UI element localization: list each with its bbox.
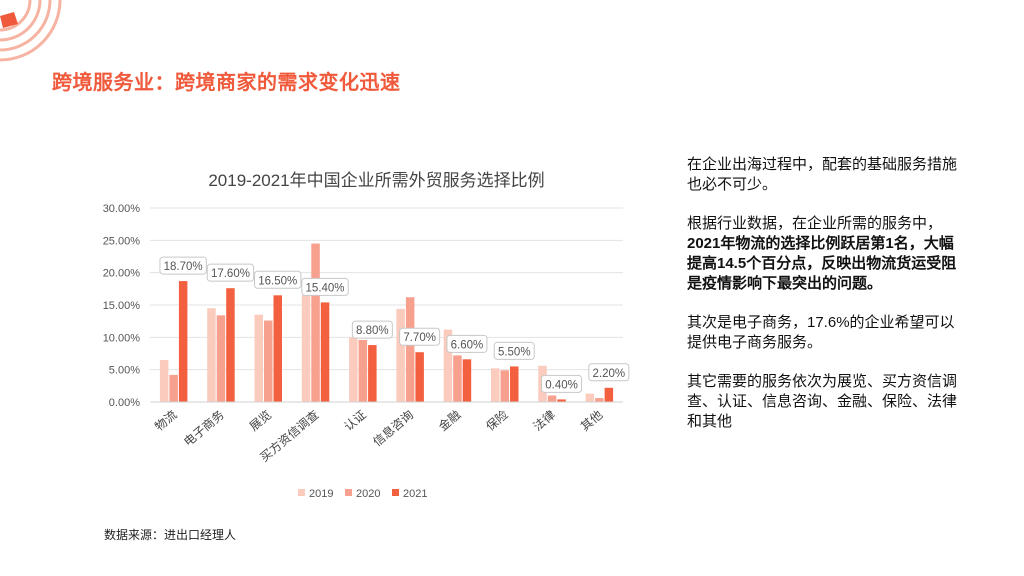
bar-2021 [320, 302, 330, 402]
bar-2021 [557, 399, 566, 402]
bar-2019 [301, 295, 311, 402]
bar-2021 [273, 295, 282, 402]
x-category-label: 电子商务 [180, 407, 226, 449]
legend-label: 2021 [403, 488, 427, 500]
data-label-box [588, 363, 630, 382]
bar-2019 [443, 329, 453, 402]
x-category-label: 其他 [578, 408, 605, 434]
bar-2020 [405, 297, 415, 402]
data-label: 2.20% [593, 368, 626, 380]
data-label-box [446, 334, 488, 353]
bar-2020 [264, 320, 273, 402]
bar-2020 [547, 395, 557, 402]
side-text-panel: 在企业出海过程中，配套的基础服务措施也必不可少。 根据行业数据，在企业所需的服务… [687, 155, 957, 451]
data-label-box [254, 270, 302, 289]
data-label: 15.40% [306, 282, 345, 294]
side-paragraph-4: 其它需要的服务依次为展览、买方资信调查、认证、信息咨询、金融、保险、法律和其他 [687, 373, 958, 430]
bar-2020 [311, 243, 320, 402]
side-paragraph-2-highlight: 2021年物流的选择比例跃居第1名，大幅提高14.5个百分点，反映出物流货运受阻… [687, 235, 957, 292]
bar-2019 [254, 314, 263, 402]
y-tick-label: 25.00% [103, 235, 141, 247]
bar-2021 [415, 352, 424, 402]
side-paragraph-1: 在企业出海过程中，配套的基础服务措施也必不可少。 [687, 156, 958, 193]
y-tick-label: 0.00% [109, 397, 140, 409]
data-label-box [159, 256, 207, 275]
bar-2021 [604, 387, 614, 402]
data-source: 数据来源：进出口经理人 [104, 528, 237, 542]
legend-label: 2019 [309, 488, 333, 500]
bar-2019 [491, 368, 500, 402]
bar-2021 [510, 366, 519, 402]
data-label-box [206, 263, 255, 282]
page-title: 跨境服务业：跨境商家的需求变化迅速 [52, 72, 401, 94]
data-label: 0.40% [545, 379, 578, 391]
data-label-box [399, 327, 441, 346]
bar-2019 [349, 337, 358, 402]
x-category-label: 物流 [152, 408, 179, 434]
data-label-box [493, 341, 535, 360]
bar-2021 [368, 345, 377, 402]
chart-title: 2019-2021年中国企业所需外贸服务选择比例 [208, 171, 544, 190]
data-label: 5.50% [498, 346, 531, 358]
bar-2020 [500, 370, 509, 402]
x-category-label: 认证 [341, 408, 368, 434]
x-category-label: 法律 [531, 408, 558, 434]
y-tick-label: 10.00% [103, 332, 141, 344]
data-label-box [541, 374, 583, 393]
x-category-label: 信息咨询 [370, 407, 416, 449]
data-label: 17.60% [211, 268, 250, 280]
x-category-label: 展览 [246, 407, 274, 434]
bar-2020 [453, 355, 462, 402]
bar-2019 [585, 393, 595, 402]
bar-2019 [159, 359, 169, 402]
legend-swatch-2020 [345, 489, 352, 496]
legend-swatch-2019 [298, 489, 305, 496]
bar-2021 [226, 288, 235, 402]
y-tick-label: 20.00% [103, 268, 141, 280]
bar-2020 [358, 339, 368, 402]
corner-decoration [0, 0, 62, 62]
bar-2019 [396, 308, 405, 402]
x-category-label: 金融 [435, 407, 463, 434]
bar-chart: 2019-2021年中国企业所需外贸服务选择比例 0.00% 5.00% 10.00%… [103, 171, 630, 500]
legend-label: 2020 [356, 488, 380, 500]
data-label: 7.70% [403, 332, 436, 344]
bar-2020 [169, 374, 178, 402]
data-label: 8.80% [356, 325, 389, 337]
y-tick-label: 30.00% [103, 203, 141, 215]
legend-swatch-2021 [392, 489, 399, 496]
x-category-label: 保险 [483, 407, 511, 434]
bar-2020 [216, 315, 226, 402]
bar-2020 [595, 398, 604, 402]
bar-2021 [178, 281, 188, 402]
y-tick-label: 5.00% [109, 365, 140, 377]
data-label-box [301, 277, 349, 296]
y-tick-label: 15.00% [103, 300, 141, 312]
bar-2021 [462, 359, 472, 402]
side-paragraph-3: 其次是电子商务，17.6%的企业希望可以提供电子商务服务。 [687, 314, 955, 351]
data-label: 18.70% [164, 261, 203, 273]
side-paragraph-2: 根据行业数据，在企业所需的服务中， 2021年物流的选择比例跃居第1名，大幅提高1… [687, 214, 957, 294]
data-label-box [351, 320, 393, 339]
data-label: 16.50% [258, 275, 297, 287]
bar-2019 [207, 308, 216, 402]
data-label: 6.60% [451, 339, 484, 351]
side-paragraph-2-lead: 根据行业数据，在企业所需的服务中， [687, 215, 943, 232]
